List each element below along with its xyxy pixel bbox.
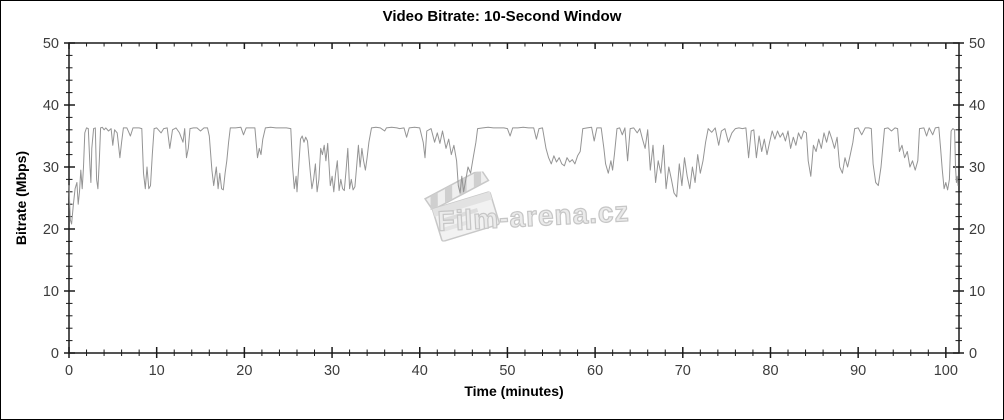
y-tick-label-right: 0	[969, 346, 977, 362]
x-tick-label: 20	[236, 363, 252, 379]
x-tick-label: 10	[149, 363, 165, 379]
x-tick-label: 50	[499, 363, 515, 379]
y-tick-label-left: 20	[43, 222, 59, 238]
y-tick-label-left: 30	[43, 160, 59, 176]
y-tick-label-right: 10	[969, 284, 985, 300]
x-tick-label: 30	[324, 363, 340, 379]
y-tick-label-left: 40	[43, 98, 59, 114]
y-axis-title: Bitrate (Mbps)	[13, 150, 29, 246]
y-tick-label-left: 10	[43, 284, 59, 300]
x-axis-title: Time (minutes)	[464, 383, 564, 399]
watermark: Film-arena.cz	[419, 163, 643, 249]
x-tick-label: 40	[412, 363, 428, 379]
y-tick-label-right: 40	[969, 98, 985, 114]
x-tick-label: 0	[65, 363, 73, 379]
y-tick-label-left: 50	[43, 36, 59, 52]
x-tick-label: 60	[587, 363, 603, 379]
x-tick-label: 70	[675, 363, 691, 379]
x-tick-label: 100	[934, 363, 958, 379]
x-tick-label: 90	[850, 363, 866, 379]
bitrate-line	[68, 126, 959, 225]
y-tick-label-right: 30	[969, 160, 985, 176]
clapperboard-icon	[423, 170, 500, 242]
y-tick-label-right: 20	[969, 222, 985, 238]
y-tick-label-left: 0	[51, 346, 59, 362]
x-tick-label: 80	[762, 363, 778, 379]
y-tick-label-right: 50	[969, 36, 985, 52]
chart-title: Video Bitrate: 10-Second Window	[382, 8, 622, 25]
plot-frame	[68, 42, 960, 354]
